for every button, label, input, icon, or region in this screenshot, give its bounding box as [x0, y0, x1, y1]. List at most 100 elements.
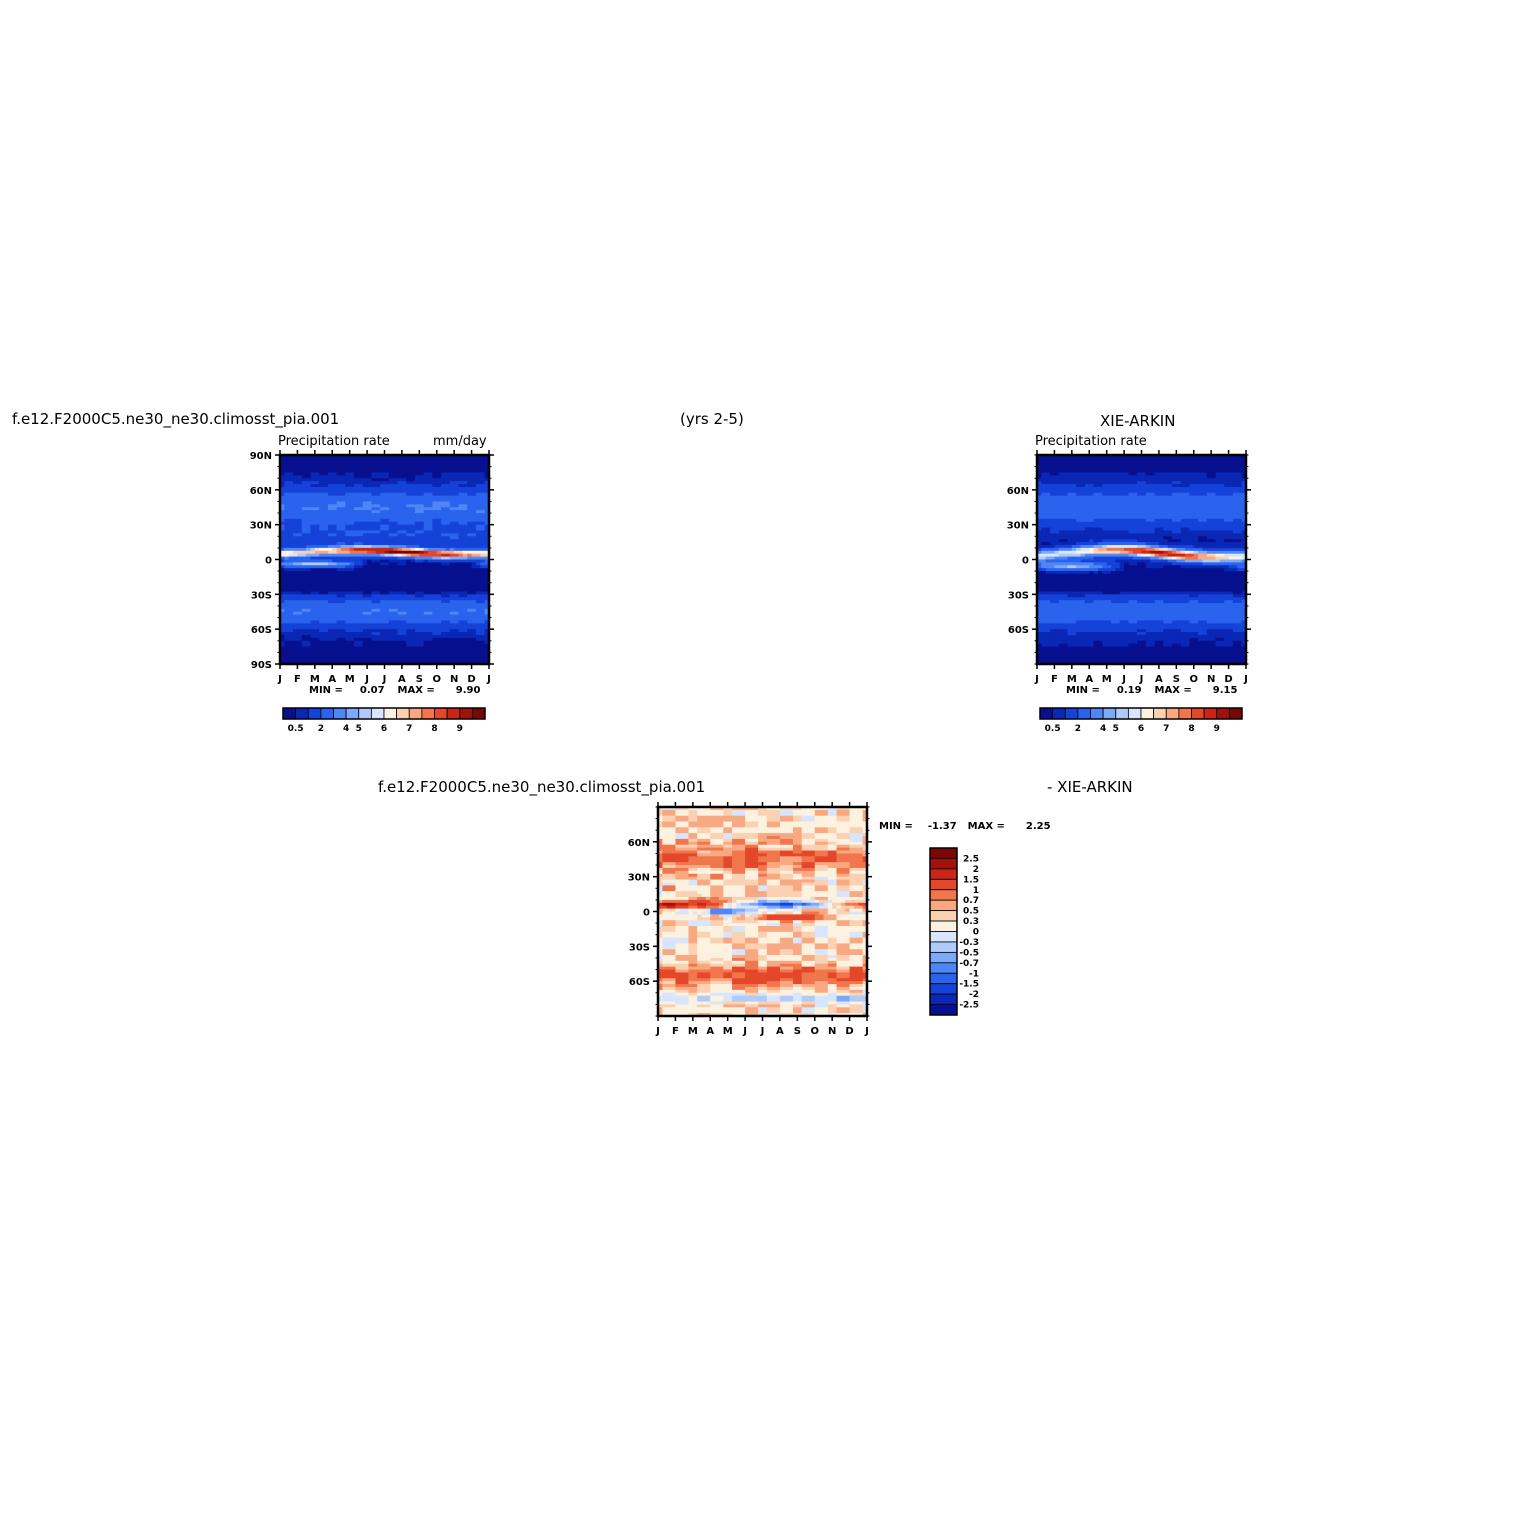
model-cell: [454, 576, 460, 581]
obs-cell: [1111, 515, 1116, 520]
model-cell: [428, 600, 433, 604]
obs-cell: [1219, 460, 1225, 465]
obs-cell: [1241, 460, 1247, 465]
obs-cell: [1050, 472, 1056, 476]
obs-cell: [1206, 536, 1212, 540]
model-cell: [454, 617, 460, 622]
model-cell: [393, 504, 399, 508]
model-cell: [388, 533, 394, 537]
model-cell: [314, 553, 320, 558]
model-cell: [384, 568, 390, 572]
model-cell: [419, 472, 425, 476]
obs-cell: [1115, 495, 1121, 500]
model-cell: [293, 637, 299, 642]
obs-cell: [1076, 518, 1082, 523]
model-cell: [319, 518, 325, 523]
model-cell: [375, 652, 381, 656]
model-cell: [288, 614, 294, 619]
obs-cell: [1115, 486, 1121, 491]
obs-cell: [1198, 489, 1204, 494]
obs-cell: [1224, 527, 1230, 532]
model-cell: [419, 574, 425, 578]
obs-cell: [1180, 457, 1186, 462]
obs-cell: [1128, 524, 1134, 529]
obs-cell: [1050, 457, 1056, 462]
obs-cell: [1058, 489, 1064, 494]
model-cell: [280, 460, 285, 465]
model-cell: [371, 466, 377, 471]
obs-cell: [1080, 475, 1086, 479]
model-cell: [467, 565, 473, 569]
model-cell: [340, 571, 346, 575]
obs-cell: [1054, 455, 1060, 459]
model-cell: [384, 472, 390, 476]
model-cell: [428, 469, 433, 474]
model-cell: [401, 498, 407, 503]
obs-cell: [1158, 539, 1164, 543]
model-cell: [284, 562, 290, 566]
obs-cell: [1167, 521, 1173, 526]
model-cell: [349, 475, 355, 479]
model-cell: [393, 608, 399, 613]
model-cell: [388, 588, 394, 593]
obs-cell: [1054, 484, 1060, 488]
obs-cell: [1067, 539, 1073, 543]
model-cell: [323, 623, 329, 627]
model-cell: [314, 478, 320, 482]
obs-cell: [1132, 489, 1138, 494]
model-cell: [280, 495, 285, 500]
obs-cell: [1124, 478, 1130, 482]
obs-cell: [1097, 481, 1103, 485]
obs-cell: [1232, 524, 1238, 529]
model-cell: [384, 600, 390, 604]
obs-cell: [1058, 518, 1064, 523]
model-cell: [371, 637, 377, 642]
obs-cell: [1111, 478, 1116, 482]
model-cell: [362, 547, 368, 552]
obs-cell: [1211, 475, 1217, 479]
obs-cell: [1102, 486, 1108, 491]
model-cell: [471, 495, 477, 500]
obs-cell: [1037, 484, 1042, 488]
obs-cell: [1093, 513, 1099, 517]
model-cell: [293, 568, 299, 572]
model-cell: [410, 588, 416, 593]
obs-cell: [1045, 475, 1051, 479]
model-cell: [280, 553, 285, 558]
obs-cell: [1219, 513, 1225, 517]
model-cell: [319, 594, 325, 598]
model-cell: [319, 568, 325, 572]
obs-cell: [1128, 539, 1134, 543]
model-cell: [336, 562, 342, 566]
model-cell: [423, 524, 429, 529]
model-cell: [349, 547, 355, 552]
model-cell: [327, 576, 333, 581]
obs-cell: [1193, 498, 1199, 503]
obs-cell: [1037, 513, 1042, 517]
model-cell: [380, 640, 386, 645]
model-cell: [327, 527, 333, 532]
model-cell: [380, 498, 386, 503]
model-cell: [293, 510, 299, 514]
model-cell: [441, 492, 447, 497]
model-cell: [432, 640, 438, 645]
model-cell: [462, 632, 468, 636]
model-cell: [367, 562, 373, 566]
model-cell: [380, 646, 386, 651]
model-cell: [332, 489, 338, 494]
model-cell: [462, 495, 468, 500]
model-cell: [345, 623, 351, 627]
obs-cell: [1119, 507, 1125, 511]
model-cell: [319, 582, 325, 587]
model-cell: [419, 539, 425, 543]
model-cell: [332, 553, 338, 558]
obs-cell: [1232, 484, 1238, 488]
model-cell: [327, 579, 333, 584]
model-cell: [384, 649, 390, 653]
obs-cell: [1093, 536, 1099, 540]
model-cell: [327, 515, 333, 520]
model-cell: [393, 594, 399, 598]
model-cell: [454, 539, 460, 543]
obs-cell: [1206, 495, 1212, 500]
obs-cell: [1071, 527, 1077, 532]
